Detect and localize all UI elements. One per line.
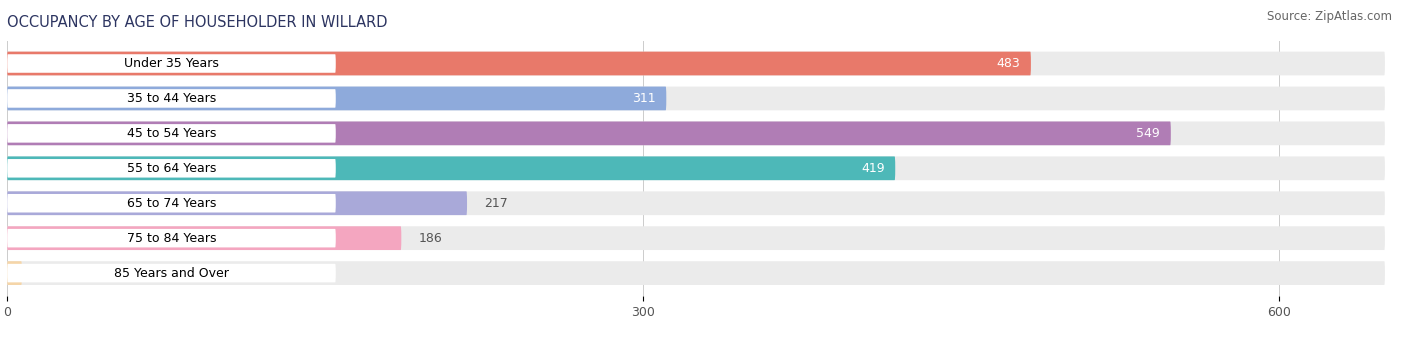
FancyBboxPatch shape [7, 89, 336, 108]
FancyBboxPatch shape [7, 54, 336, 73]
Text: OCCUPANCY BY AGE OF HOUSEHOLDER IN WILLARD: OCCUPANCY BY AGE OF HOUSEHOLDER IN WILLA… [7, 15, 388, 30]
FancyBboxPatch shape [7, 87, 1385, 110]
FancyBboxPatch shape [7, 226, 1385, 250]
FancyBboxPatch shape [7, 124, 336, 143]
FancyBboxPatch shape [7, 156, 1385, 180]
FancyBboxPatch shape [7, 52, 1031, 75]
Text: 483: 483 [997, 57, 1021, 70]
FancyBboxPatch shape [7, 261, 22, 285]
FancyBboxPatch shape [7, 52, 1385, 75]
FancyBboxPatch shape [7, 121, 1385, 145]
FancyBboxPatch shape [7, 194, 336, 212]
Text: 85 Years and Over: 85 Years and Over [114, 267, 229, 279]
Text: 55 to 64 Years: 55 to 64 Years [127, 162, 217, 175]
Text: 45 to 54 Years: 45 to 54 Years [127, 127, 217, 140]
FancyBboxPatch shape [7, 121, 1171, 145]
Text: Source: ZipAtlas.com: Source: ZipAtlas.com [1267, 10, 1392, 23]
Text: Under 35 Years: Under 35 Years [124, 57, 219, 70]
FancyBboxPatch shape [7, 156, 896, 180]
Text: 7: 7 [39, 267, 46, 279]
FancyBboxPatch shape [7, 261, 1385, 285]
Text: 311: 311 [633, 92, 655, 105]
FancyBboxPatch shape [7, 159, 336, 177]
FancyBboxPatch shape [7, 229, 336, 248]
Text: 35 to 44 Years: 35 to 44 Years [127, 92, 217, 105]
Text: 549: 549 [1136, 127, 1160, 140]
FancyBboxPatch shape [7, 87, 666, 110]
FancyBboxPatch shape [7, 191, 1385, 215]
FancyBboxPatch shape [7, 226, 401, 250]
Text: 75 to 84 Years: 75 to 84 Years [127, 232, 217, 245]
FancyBboxPatch shape [7, 191, 467, 215]
Text: 419: 419 [860, 162, 884, 175]
Text: 65 to 74 Years: 65 to 74 Years [127, 197, 217, 210]
Text: 217: 217 [484, 197, 508, 210]
FancyBboxPatch shape [7, 264, 336, 282]
Text: 186: 186 [418, 232, 441, 245]
